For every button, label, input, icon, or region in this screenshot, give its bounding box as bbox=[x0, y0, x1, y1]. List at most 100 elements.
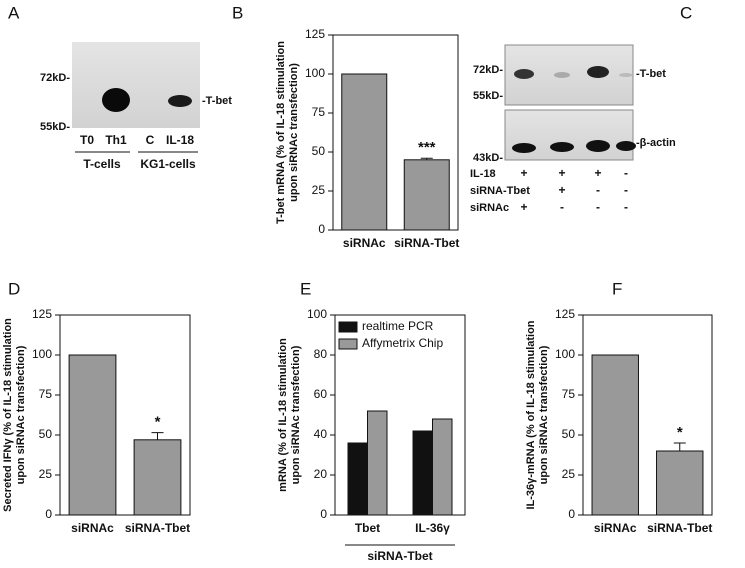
error-bar bbox=[420, 157, 433, 160]
y-axis-label: T-bet mRNA (% of IL-18 stimulation bbox=[275, 41, 287, 224]
panel-letter: B bbox=[232, 3, 243, 22]
y-tick-label: 50 bbox=[562, 427, 576, 441]
row-sign: + bbox=[558, 166, 565, 180]
y-tick-label: 125 bbox=[305, 27, 325, 41]
y-tick-label: 100 bbox=[32, 347, 52, 361]
group-label: siRNA-Tbet bbox=[367, 549, 432, 563]
legend-label: Affymetrix Chip bbox=[362, 336, 443, 350]
plot-frame bbox=[332, 34, 459, 231]
y-tick-label: 0 bbox=[45, 507, 52, 521]
bar bbox=[367, 410, 388, 516]
legend-label: realtime PCR bbox=[362, 319, 434, 333]
bar bbox=[403, 159, 450, 231]
x-tick-label: siRNA-Tbet bbox=[647, 521, 712, 535]
bar bbox=[341, 73, 388, 231]
band bbox=[102, 88, 130, 112]
panel-letter: D bbox=[8, 279, 20, 298]
y-tick-label: 80 bbox=[314, 347, 328, 361]
y-axis-label: upon siRNAc transfection) bbox=[290, 345, 302, 484]
lane-label: T0 bbox=[80, 133, 94, 147]
y-axis-label: mRNA (% of IL-18 stimulation bbox=[277, 338, 289, 492]
row-sign: + bbox=[520, 166, 527, 180]
y-tick-label: 0 bbox=[568, 507, 575, 521]
row-sign: + bbox=[594, 166, 601, 180]
legend-swatch bbox=[338, 338, 358, 350]
plot-frame bbox=[59, 314, 191, 516]
x-tick-label: siRNAc bbox=[71, 521, 114, 535]
x-tick-label: IL-36γ bbox=[415, 521, 450, 535]
group-label: T-cells bbox=[83, 157, 121, 171]
band bbox=[514, 69, 534, 79]
panel-letter: C bbox=[680, 3, 692, 22]
row-sign: + bbox=[520, 200, 527, 214]
y-tick-label: 60 bbox=[314, 387, 328, 401]
bar bbox=[133, 439, 182, 516]
significance: * bbox=[677, 424, 683, 441]
band-label: -β-actin bbox=[636, 137, 676, 149]
y-tick-label: 100 bbox=[307, 307, 327, 321]
blot bbox=[72, 42, 200, 128]
y-axis-label: upon siRNAc transfection) bbox=[15, 345, 27, 484]
bar bbox=[591, 354, 639, 516]
bar bbox=[656, 450, 704, 516]
y-tick-label: 0 bbox=[320, 507, 327, 521]
legend-swatch bbox=[338, 321, 358, 333]
row-sign: - bbox=[624, 183, 628, 197]
row-sign: + bbox=[558, 183, 565, 197]
x-tick-label: siRNAc bbox=[343, 236, 386, 250]
row-sign: - bbox=[560, 200, 564, 214]
y-tick-label: 100 bbox=[305, 66, 325, 80]
band-label: -T-bet bbox=[636, 68, 666, 80]
panel-letter: F bbox=[612, 279, 622, 298]
marker: 43kD- bbox=[473, 152, 503, 164]
band-label: -T-bet bbox=[202, 95, 232, 107]
y-tick-label: 50 bbox=[39, 427, 53, 441]
y-tick-label: 50 bbox=[312, 144, 326, 158]
x-tick-label: siRNA-Tbet bbox=[394, 236, 459, 250]
row-label: IL-18 bbox=[470, 168, 496, 180]
y-tick-label: 125 bbox=[555, 307, 575, 321]
significance: *** bbox=[418, 139, 436, 156]
y-tick-label: 75 bbox=[562, 387, 576, 401]
y-tick-label: 75 bbox=[39, 387, 53, 401]
lane-label: C bbox=[146, 133, 155, 147]
y-tick-label: 125 bbox=[32, 307, 52, 321]
y-axis-label: upon siRNAc transfection) bbox=[288, 63, 300, 202]
row-sign: - bbox=[522, 183, 526, 197]
panel-letter: A bbox=[8, 3, 20, 22]
x-tick-label: Tbet bbox=[355, 521, 380, 535]
y-tick-label: 20 bbox=[314, 467, 328, 481]
bar bbox=[432, 418, 453, 516]
y-tick-label: 0 bbox=[318, 222, 325, 236]
bar bbox=[412, 430, 433, 516]
lane-label: IL-18 bbox=[166, 133, 194, 147]
error-bar bbox=[151, 432, 164, 440]
y-axis-label: IL-36γ-mRNA (% of IL-18 stimulation bbox=[525, 320, 537, 509]
plot-frame bbox=[582, 314, 713, 516]
band bbox=[168, 95, 192, 107]
y-axis-label: Secreted IFNγ (% of IL-18 stimulation bbox=[2, 318, 14, 512]
band bbox=[554, 72, 570, 78]
y-tick-label: 75 bbox=[312, 105, 326, 119]
band bbox=[619, 73, 633, 77]
bar bbox=[347, 442, 368, 516]
band bbox=[586, 140, 610, 152]
band bbox=[512, 143, 536, 153]
x-tick-label: siRNA-Tbet bbox=[125, 521, 190, 535]
row-sign: - bbox=[596, 183, 600, 197]
y-tick-label: 25 bbox=[312, 183, 326, 197]
row-sign: - bbox=[624, 200, 628, 214]
marker: 72kD- bbox=[40, 72, 70, 84]
group-label: KG1-cells bbox=[140, 157, 196, 171]
y-axis-label: upon siRNAc transfection) bbox=[538, 345, 550, 484]
row-label: siRNA-Tbet bbox=[470, 185, 530, 197]
y-tick-label: 40 bbox=[314, 427, 328, 441]
band bbox=[587, 66, 609, 78]
marker: 72kD- bbox=[473, 64, 503, 76]
band bbox=[550, 142, 574, 152]
row-sign: - bbox=[624, 166, 628, 180]
significance: * bbox=[155, 414, 161, 431]
y-tick-label: 25 bbox=[39, 467, 53, 481]
band bbox=[616, 141, 636, 151]
